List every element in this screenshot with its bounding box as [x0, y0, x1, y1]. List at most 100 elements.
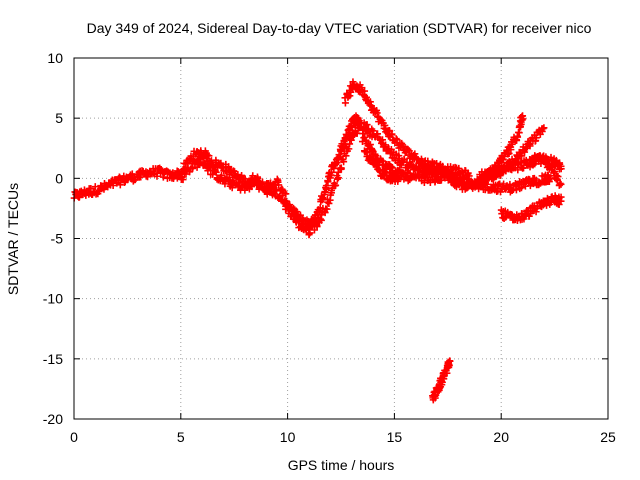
data-point [549, 163, 557, 171]
data-point [332, 181, 340, 189]
data-point [212, 168, 220, 176]
series-lower-spread-band [177, 121, 362, 239]
y-tick-label: 10 [47, 50, 63, 66]
y-tick-label: -15 [43, 351, 63, 367]
data-point [286, 205, 294, 213]
data-point [323, 205, 331, 213]
data-point [205, 152, 213, 160]
data-point [328, 168, 336, 176]
data-point [319, 194, 327, 202]
data-point [545, 178, 553, 186]
data-point [543, 201, 551, 209]
series-negative-late [497, 192, 565, 224]
data-point [381, 121, 389, 129]
data-point [395, 174, 403, 182]
data-point [382, 141, 390, 149]
data-point [551, 167, 559, 175]
y-tick-label: -5 [51, 231, 64, 247]
x-tick-label: 0 [70, 429, 78, 445]
data-point [273, 186, 281, 194]
series-outlier-segment [429, 357, 454, 404]
series-falling-to-23h [529, 152, 565, 189]
data-point [465, 172, 473, 180]
data-point [322, 184, 330, 192]
data-point [483, 180, 491, 188]
data-point [542, 155, 550, 163]
data-point [482, 179, 490, 187]
data-point [205, 162, 213, 170]
data-point [438, 378, 446, 386]
y-tick-label: -20 [43, 411, 63, 427]
data-point [306, 229, 314, 237]
data-point [557, 162, 565, 170]
data-point [554, 173, 562, 181]
data-point [179, 176, 187, 184]
data-point [234, 171, 242, 179]
data-point [518, 152, 526, 160]
data-point [282, 190, 290, 198]
data-point [519, 112, 527, 120]
x-tick-label: 20 [493, 429, 509, 445]
data-point [333, 175, 341, 183]
data-point [446, 357, 454, 365]
data-point [225, 163, 233, 171]
data-point [506, 180, 514, 188]
data-point [404, 145, 412, 153]
data-point [342, 152, 350, 160]
data-point [341, 99, 349, 107]
data-point [340, 158, 348, 166]
series-arc-13-5h-15h-low [360, 147, 403, 186]
y-tick-label: 5 [55, 110, 63, 126]
data-point [228, 184, 236, 192]
data-point [346, 92, 354, 100]
data-point [275, 181, 283, 189]
data-point [449, 169, 457, 177]
data-point [363, 121, 371, 129]
data-point [557, 197, 565, 205]
data-point [313, 223, 321, 231]
x-tick-label: 10 [280, 429, 296, 445]
data-point [363, 149, 371, 157]
y-tick-label: -10 [43, 291, 63, 307]
x-tick-label: 25 [600, 429, 616, 445]
data-point [388, 131, 396, 139]
data-point [532, 208, 540, 216]
data-point [455, 164, 463, 172]
data-point [508, 140, 516, 148]
ticks: 0 5 10 15 20 25 -20 -15 -10 -5 0 5 10 [43, 50, 616, 445]
data-point [337, 164, 345, 172]
data-point [362, 93, 370, 101]
data-point [505, 149, 513, 157]
data-point [359, 130, 367, 138]
data-point [517, 184, 525, 192]
data-point [159, 173, 167, 181]
x-tick-label: 15 [387, 429, 403, 445]
data-point [347, 136, 355, 144]
data-point [316, 215, 324, 223]
data-point [218, 171, 226, 179]
data-point [556, 179, 564, 187]
chart-title: Day 349 of 2024, Sidereal Day-to-day VTE… [87, 20, 592, 36]
y-tick-label: 0 [55, 170, 63, 186]
data-point [327, 189, 335, 197]
data-point [91, 183, 99, 191]
data-point [235, 178, 243, 186]
data-point [532, 134, 540, 142]
data-point [189, 164, 197, 172]
data-points [70, 78, 565, 404]
data-point [540, 124, 548, 132]
x-tick-label: 5 [177, 429, 185, 445]
y-axis-title: SDTVAR / TECUs [5, 183, 21, 295]
grid [74, 58, 608, 419]
data-point [522, 144, 530, 152]
data-point [557, 180, 565, 188]
data-point [361, 87, 369, 95]
data-point [378, 136, 386, 144]
data-point [366, 98, 374, 106]
x-axis-title: GPS time / hours [288, 457, 395, 473]
data-point [543, 156, 551, 164]
data-point [325, 199, 333, 207]
data-point [347, 88, 355, 96]
series-descending-late [444, 171, 554, 196]
